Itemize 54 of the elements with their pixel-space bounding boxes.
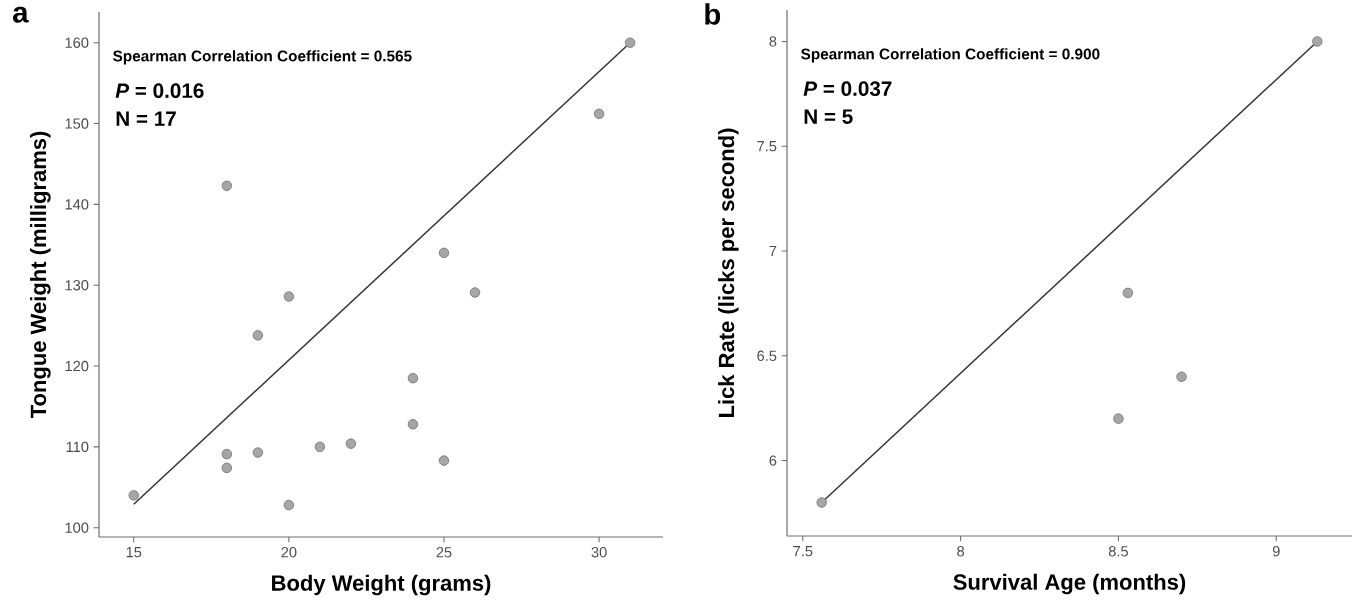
x-tick-label: 20 <box>281 547 297 558</box>
point <box>221 180 233 191</box>
point <box>221 462 233 474</box>
point <box>1113 413 1124 424</box>
annotation: N = 17 <box>116 111 176 126</box>
point <box>407 419 419 430</box>
point <box>283 499 295 511</box>
annotation: Spearman Correlation Coefficient = 0.900 <box>801 48 1100 63</box>
point <box>314 441 326 453</box>
chart-title: a <box>13 6 29 23</box>
point <box>283 291 295 302</box>
point <box>221 448 233 460</box>
y-tick-label: 6.5 <box>757 350 777 361</box>
x-tick-label: 8.5 <box>1108 546 1128 557</box>
point <box>252 330 264 341</box>
annotation: P = 0.016 <box>115 83 204 98</box>
y-tick-label: 8 <box>769 36 777 47</box>
y-tick-label: 120 <box>65 360 89 372</box>
point <box>1176 371 1187 382</box>
annotation: Spearman Correlation Coefficient = 0.565 <box>113 50 412 65</box>
y-axis-title: Tongue Weight (milligrams) <box>30 131 51 419</box>
point <box>345 438 357 449</box>
point <box>624 37 636 48</box>
chart-title: b <box>705 3 721 25</box>
point <box>469 287 481 298</box>
x-tick-label: 15 <box>126 547 142 558</box>
y-tick-label: 150 <box>65 118 89 129</box>
x-tick-label: 7.5 <box>793 546 813 557</box>
x-axis-title: Survival Age (months) <box>953 573 1186 595</box>
x-tick-label: 25 <box>436 547 452 558</box>
y-tick-label: 7.5 <box>757 141 777 152</box>
point <box>252 447 264 458</box>
x-axis-title: Body Weight (grams) <box>272 574 491 596</box>
point <box>407 372 419 384</box>
y-tick-label: 7 <box>769 245 777 257</box>
y-tick-label: 140 <box>65 199 89 210</box>
point <box>438 455 450 466</box>
point <box>593 108 605 120</box>
y-tick-label: 130 <box>65 280 89 291</box>
point <box>438 247 450 259</box>
point <box>1122 287 1134 299</box>
y-tick-label: 100 <box>65 522 89 533</box>
point <box>1312 36 1323 47</box>
y-tick-label: 160 <box>65 37 89 48</box>
x-tick-label: 8 <box>957 546 965 557</box>
point <box>128 490 139 501</box>
y-tick-label: 110 <box>66 441 89 453</box>
annotation: P = 0.037 <box>803 81 892 96</box>
x-tick-label: 9 <box>1272 546 1280 557</box>
x-tick-label: 30 <box>591 547 607 558</box>
y-tick-label: 6 <box>769 455 777 466</box>
y-axis-title: Lick Rate (licks per second) <box>718 128 739 418</box>
annotation: N = 5 <box>804 109 853 124</box>
point <box>816 497 827 508</box>
